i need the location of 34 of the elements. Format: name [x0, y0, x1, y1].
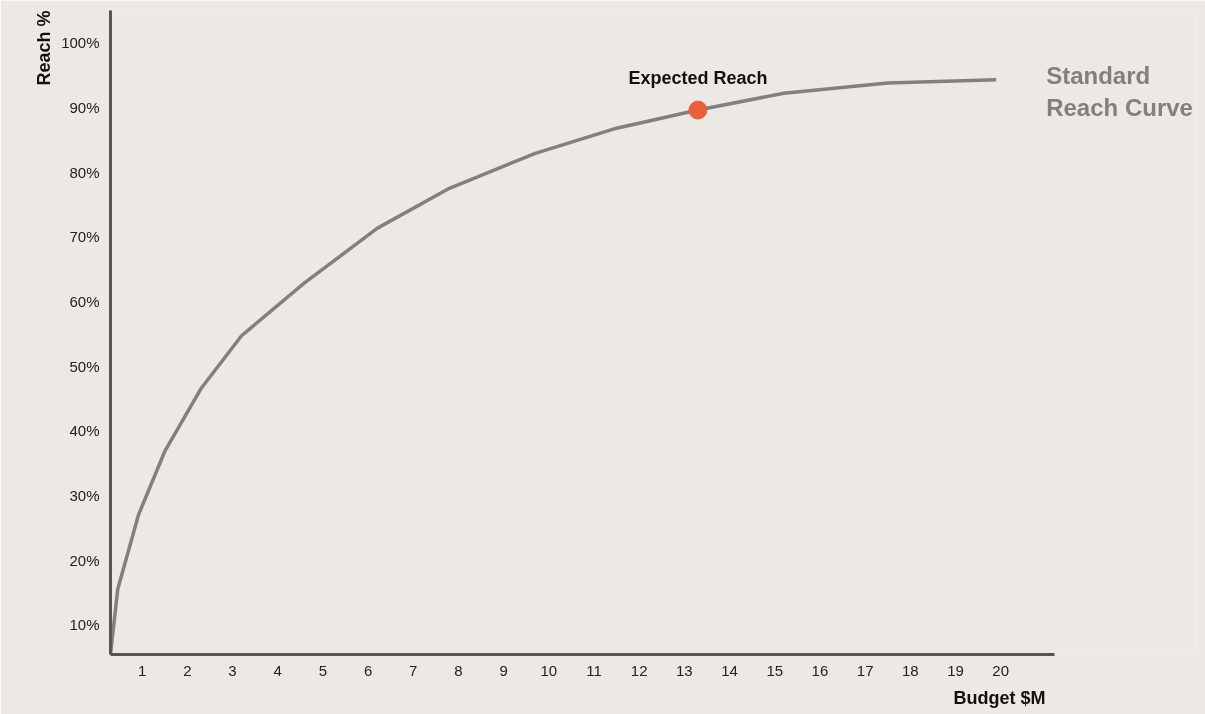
x-tick-label: 14 [721, 661, 738, 679]
y-tick-label: 100% [61, 34, 100, 52]
x-tick-label: 8 [454, 661, 463, 679]
y-tick-label: 30% [69, 486, 100, 504]
x-axis-title: Budget $M [953, 687, 1046, 708]
x-tick-label: 20 [992, 661, 1010, 679]
y-axis-title: Reach % [33, 10, 54, 86]
y-tick-label: 20% [69, 551, 100, 569]
x-tick-label: 17 [856, 661, 874, 679]
x-tick-label: 3 [228, 661, 237, 679]
y-tick-label: 70% [69, 228, 100, 246]
y-tick-label: 90% [69, 98, 100, 116]
x-tick-label: 4 [273, 661, 282, 679]
y-tick-label: 80% [69, 163, 100, 181]
y-tick-label: 60% [69, 292, 100, 310]
y-tick-label: 40% [69, 422, 100, 440]
x-tick-label: 13 [676, 661, 693, 679]
x-tick-label: 16 [811, 661, 829, 679]
annotation: Expected Reach [628, 68, 768, 89]
text: Standard Reach Curve [1046, 61, 1193, 122]
x-tick-label: 11 [586, 661, 602, 679]
x-tick-label: 15 [766, 661, 784, 679]
x-tick-label: 2 [183, 661, 192, 679]
x-tick-label: 18 [901, 661, 919, 679]
x-tick-label: 6 [363, 661, 373, 679]
x-tick-label: 12 [630, 661, 648, 679]
y-tick-label: 50% [69, 357, 100, 375]
y-tick-label: 10% [69, 616, 100, 634]
x-tick-label: 5 [318, 661, 328, 679]
x-tick-label: 9 [499, 661, 508, 679]
x-tick-label: 19 [947, 661, 964, 679]
x-tick-label: 7 [409, 661, 418, 679]
x-tick-label: 1 [137, 661, 147, 679]
x-tick-label: 10 [540, 661, 558, 679]
